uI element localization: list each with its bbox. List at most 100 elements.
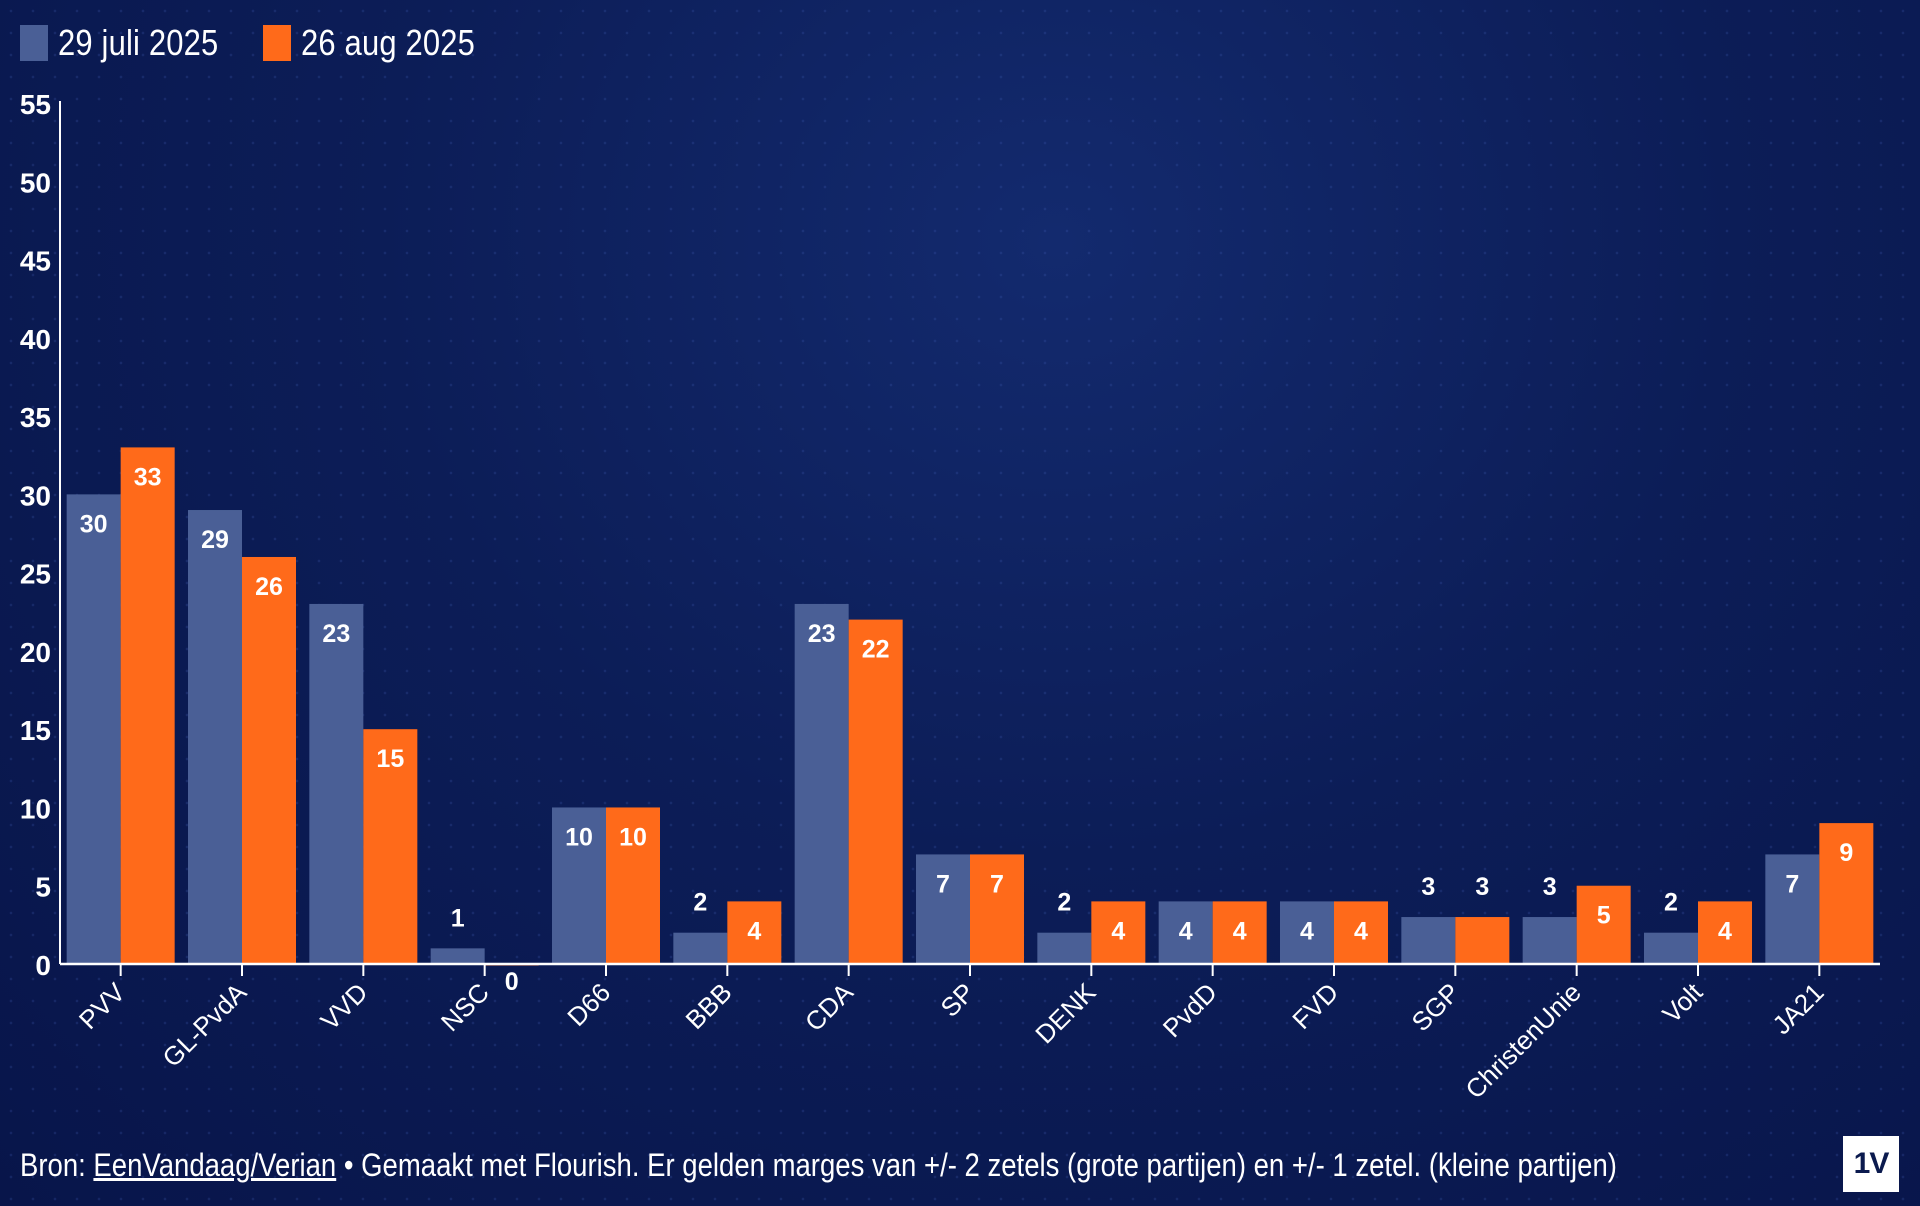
data-label: 4: [747, 917, 761, 945]
y-tick-label: 20: [20, 637, 51, 668]
data-label: 2: [693, 889, 707, 917]
legend: 29 juli 2025 26 aug 2025: [20, 20, 503, 66]
data-label: 3: [1543, 873, 1557, 901]
data-label: 4: [1354, 917, 1368, 945]
x-tick-label: BBB: [680, 977, 738, 1035]
bar-cda-series-b: [848, 619, 903, 964]
x-tick-label: PVV: [73, 977, 131, 1035]
bar-fvd-series-a: [1280, 901, 1334, 964]
bar-pvv-series-a: [66, 494, 121, 964]
source-note: Bron: EenVandaag/Verian • Gemaakt met Fl…: [20, 1147, 1617, 1184]
source-prefix: Bron:: [20, 1147, 94, 1183]
x-tick-label: DENK: [1029, 977, 1102, 1050]
data-label: 7: [990, 870, 1004, 898]
x-tick-label: FVD: [1286, 977, 1344, 1035]
y-tick-label: 5: [35, 872, 51, 903]
bar-pvdd-series-b: [1212, 901, 1267, 964]
bar-d66-series-a: [552, 807, 606, 964]
data-label: 4: [1179, 917, 1193, 945]
data-label: 2: [1057, 889, 1071, 917]
bar-sgp-series-a: [1401, 917, 1456, 964]
y-tick-label: 15: [20, 715, 51, 746]
bar-pvdd-series-a: [1158, 901, 1213, 964]
x-tick-label: SGP: [1406, 977, 1466, 1037]
x-tick-label: D66: [561, 977, 616, 1032]
eenvandaag-logo: 1V: [1843, 1136, 1899, 1192]
bar-bbb-series-b: [727, 901, 782, 964]
data-label: 26: [255, 573, 283, 601]
data-label: 4: [1233, 917, 1247, 945]
data-label: 3: [1421, 873, 1435, 901]
x-tick-label: Volt: [1656, 976, 1708, 1028]
bar-gl-pvda-series-b: [242, 556, 296, 964]
source-link[interactable]: EenVandaag/Verian: [93, 1147, 337, 1183]
data-label: 9: [1839, 839, 1853, 867]
data-label: 29: [201, 526, 229, 554]
bar-vvd-series-a: [309, 603, 364, 964]
data-label: 3: [1475, 873, 1489, 901]
legend-item-series-a[interactable]: 29 juli 2025: [20, 22, 245, 64]
bar-vvd-series-b: [363, 729, 418, 964]
x-tick-label: SP: [935, 977, 981, 1023]
bar-d66-series-b: [606, 807, 660, 964]
data-label: 1: [451, 904, 465, 932]
bar-bbb-series-a: [673, 932, 728, 964]
legend-swatch-series-b: [262, 25, 291, 61]
bar-fvd-series-b: [1334, 901, 1388, 964]
y-tick-label: 40: [20, 324, 51, 355]
source-suffix: • Gemaakt met Flourish. Er gelden marges…: [336, 1147, 1617, 1183]
y-tick-label: 30: [20, 480, 51, 511]
data-label: 4: [1111, 917, 1125, 945]
legend-item-series-b[interactable]: 26 aug 2025: [262, 22, 503, 64]
bar-denk-series-b: [1091, 901, 1146, 964]
x-tick-label: GL-PvdA: [156, 977, 252, 1073]
data-label: 4: [1300, 917, 1314, 945]
y-tick-label: 45: [20, 246, 51, 277]
x-tick-label: JA21: [1766, 977, 1829, 1040]
bar-ja21-series-b: [1819, 823, 1874, 964]
data-label: 22: [862, 636, 890, 664]
y-tick-label: 50: [20, 167, 51, 198]
y-tick-label: 10: [20, 793, 51, 824]
bar-pvv-series-b: [120, 447, 175, 964]
data-label: 10: [619, 823, 647, 851]
y-tick-label: 35: [20, 402, 51, 433]
bar-denk-series-a: [1037, 932, 1092, 964]
x-tick-label: NSC: [435, 977, 495, 1037]
legend-label-series-a: 29 juli 2025: [58, 22, 219, 63]
x-tick-label: PvdD: [1157, 977, 1223, 1043]
data-label: 2: [1664, 889, 1678, 917]
x-tick-label: CDA: [799, 977, 859, 1037]
data-label: 5: [1597, 902, 1611, 930]
data-label: 7: [936, 870, 950, 898]
bar-cda-series-a: [794, 603, 849, 964]
bar-sp-series-b: [970, 854, 1024, 964]
y-tick-label: 0: [35, 950, 51, 981]
data-label: 10: [565, 823, 593, 851]
legend-swatch-series-a: [20, 25, 48, 61]
data-label: 15: [376, 745, 404, 773]
bar-christenunie-series-a: [1522, 917, 1577, 964]
data-label: 0: [505, 968, 519, 996]
y-tick-label: 55: [20, 89, 51, 120]
x-tick-label: VVD: [315, 977, 374, 1036]
data-label: 4: [1718, 917, 1732, 945]
bar-volt-series-a: [1644, 932, 1698, 964]
bar-christenunie-series-b: [1576, 885, 1631, 964]
data-label: 7: [1785, 870, 1799, 898]
bar-sp-series-a: [916, 854, 970, 964]
bar-nsc-series-a: [430, 948, 485, 964]
legend-label-series-b: 26 aug 2025: [300, 22, 475, 63]
x-tick-label: ChristenUnie: [1459, 977, 1586, 1104]
y-tick-label: 25: [20, 559, 51, 590]
data-label: 23: [808, 620, 836, 648]
data-label: 33: [134, 463, 162, 491]
bar-volt-series-b: [1698, 901, 1752, 964]
data-label: 30: [80, 510, 108, 538]
bar-sgp-series-b: [1455, 917, 1510, 964]
bar-gl-pvda-series-a: [188, 510, 242, 964]
data-label: 23: [322, 620, 350, 648]
bar-ja21-series-a: [1765, 854, 1820, 964]
